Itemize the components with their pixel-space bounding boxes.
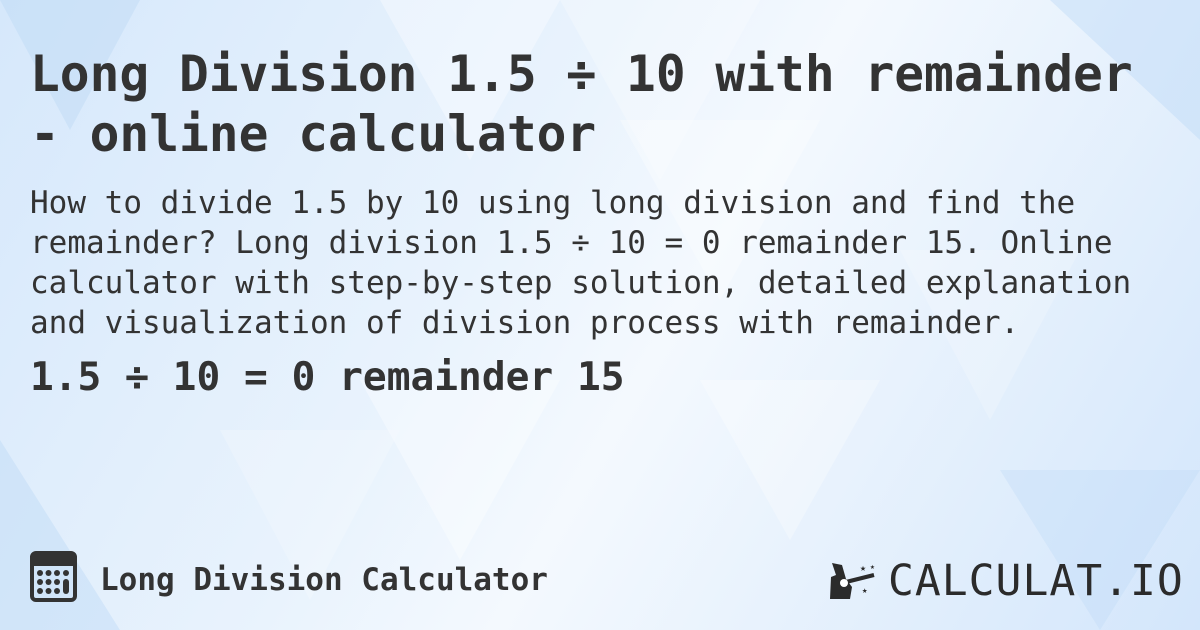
page-title: Long Division 1.5 ÷ 10 with remainder - … — [30, 45, 1133, 163]
logo-text: CALCULAT.IO — [888, 556, 1184, 606]
svg-text:★: ★ — [862, 586, 868, 596]
footer-label: Long Division Calculator — [100, 562, 548, 598]
calculat-io-logo[interactable]: ★ ★ ★ CALCULAT.IO — [828, 556, 1184, 606]
calculator-icon — [30, 551, 77, 602]
svg-text:★: ★ — [870, 562, 875, 571]
result: 1.5 ÷ 10 = 0 remainder 15 — [30, 354, 625, 400]
svg-text:★: ★ — [860, 563, 866, 574]
magic-hand-wand-icon: ★ ★ ★ — [830, 562, 875, 599]
description: How to divide 1.5 by 10 using long divis… — [30, 185, 1132, 341]
